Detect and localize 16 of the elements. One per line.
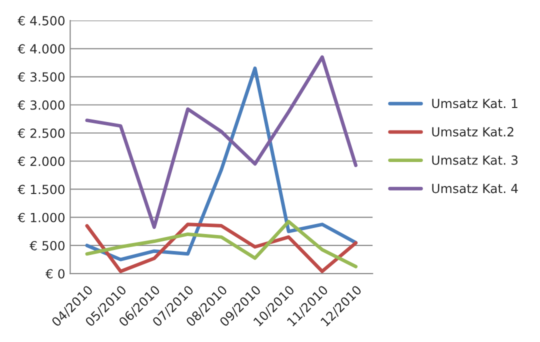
y-tick-label: € 3.000	[18, 100, 65, 110]
y-tick-label: € 1.500	[18, 184, 65, 194]
y-tick-label: € 4.000	[18, 44, 65, 54]
legend-label: Umsatz Kat. 3	[432, 155, 518, 165]
legend-label: Umsatz Kat.2	[432, 127, 514, 137]
y-tick-label: € 4.500	[18, 16, 65, 26]
y-tick-label: € 500	[30, 240, 65, 250]
line-series	[85, 66, 358, 262]
y-tick-label: € 2.000	[18, 156, 65, 166]
y-tick-label: € 2.500	[18, 128, 65, 138]
legend-label: Umsatz Kat. 4	[432, 184, 518, 194]
line-series	[85, 55, 358, 229]
legend-label: Umsatz Kat. 1	[432, 98, 518, 108]
y-tick-label: € 0	[45, 269, 65, 279]
y-tick-label: € 3.500	[18, 72, 65, 82]
y-tick-label: € 1.000	[18, 212, 65, 222]
